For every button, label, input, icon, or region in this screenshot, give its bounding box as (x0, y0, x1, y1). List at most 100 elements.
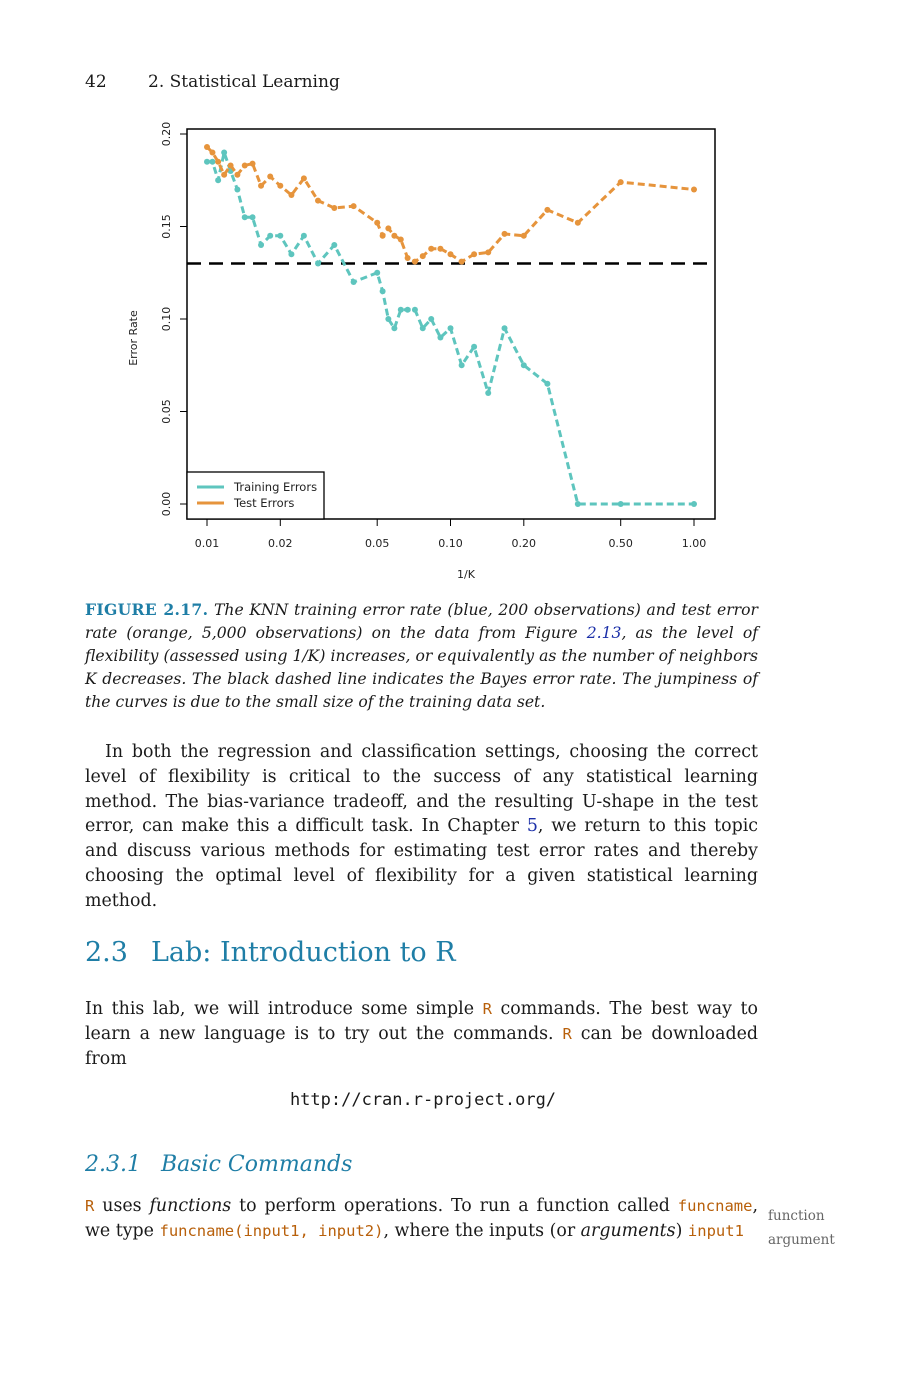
training-errors-point (331, 242, 338, 248)
paragraph-2-text-c: can be downloaded from (85, 1023, 758, 1069)
paragraph-1-end: , we return to this topic and discuss va… (85, 816, 758, 911)
subsection-number: 2.3.1 (85, 1152, 141, 1177)
test-errors-point (227, 162, 234, 169)
test-errors-point (258, 182, 265, 189)
test-errors-point (391, 232, 398, 239)
training-errors-point (419, 325, 426, 332)
body-paragraph-3: R uses functions to perform operations. … (85, 1194, 758, 1244)
caption-text-1: The KNN training error rate (blue, 200 o… (85, 601, 758, 642)
test-errors-point (397, 236, 404, 243)
test-errors-point (300, 175, 307, 182)
training-errors-point (471, 343, 478, 350)
training-errors-point (411, 306, 418, 313)
chapter-ref-link[interactable]: 5 (526, 816, 538, 837)
training-errors-point (520, 362, 527, 369)
paragraph-3-text-b: to perform operations. To run a function… (231, 1196, 678, 1216)
section-number: 2.3 (85, 937, 128, 968)
subsection-title: Basic Commands (161, 1152, 353, 1177)
test-errors-point (288, 192, 295, 199)
paragraph-3-text-a: uses (94, 1196, 150, 1216)
cran-url[interactable]: http://cran.r-project.org/ (289, 1090, 557, 1110)
page-number: 42 (85, 72, 107, 92)
training-errors-point (350, 279, 357, 285)
figure-label: FIGURE 2.17. (85, 600, 209, 619)
emphasis-arguments: arguments (580, 1220, 676, 1241)
caption-text-2: , as the level of flexibility (assessed … (85, 624, 758, 711)
test-errors-point (485, 249, 492, 256)
y-tick-label: 0.00 (160, 492, 173, 517)
section-title: Lab: Introduction to R (151, 937, 456, 968)
training-errors-point (447, 325, 454, 332)
training-errors-point (221, 149, 228, 156)
training-errors-point (691, 501, 697, 507)
subsection-heading: 2.3.1 Basic Commands (85, 1152, 352, 1177)
training-errors-point (209, 158, 216, 165)
paragraph-2-text-b: commands. The best way to learn a new la… (85, 999, 758, 1044)
test-errors-point (419, 253, 426, 260)
code-input1: input1 (687, 1221, 744, 1240)
figure-ref-link[interactable]: 2.13 (586, 624, 622, 642)
test-errors-point (447, 251, 454, 258)
margin-note-argument: argument (768, 1232, 835, 1248)
test-errors-point (385, 225, 392, 232)
training-errors-point (428, 316, 435, 322)
test-errors-point (315, 197, 322, 204)
test-errors-point (544, 206, 551, 213)
training-errors-point (277, 232, 284, 239)
training-errors-point (485, 390, 492, 396)
test-errors-point (574, 219, 581, 226)
paragraph-3-text-c: , we type (85, 1196, 758, 1241)
test-errors-point (379, 232, 386, 239)
test-errors-point (277, 182, 284, 189)
code-r-2: R (562, 1024, 572, 1043)
paragraph-3-text-e: ) (675, 1220, 688, 1241)
legend-box (186, 471, 325, 520)
code-funcname: funcname (677, 1197, 753, 1215)
test-errors-point (241, 162, 248, 169)
x-tick-label: 0.05 (365, 537, 390, 550)
training-errors-point (234, 186, 241, 193)
test-errors-point (501, 230, 508, 237)
code-r-3: R (85, 1197, 95, 1215)
test-errors-point (204, 143, 210, 150)
test-errors-point (350, 203, 357, 210)
test-errors-point (249, 160, 256, 167)
test-errors-point (215, 158, 222, 165)
test-errors-point (411, 258, 418, 265)
training-errors-point (288, 251, 295, 258)
y-tick-label: 0.20 (160, 122, 173, 147)
training-errors-point (300, 232, 307, 239)
test-errors-point (331, 205, 338, 211)
paragraph-2-text-a: In this lab, we will introduce some simp… (85, 999, 483, 1019)
x-axis-label: 1/K (457, 568, 476, 581)
training-errors-point (544, 380, 551, 387)
code-funcname-call: funcname(input1, input2) (159, 1221, 384, 1240)
body-paragraph-1: In both the regression and classificatio… (85, 740, 758, 914)
training-errors-legend-label: Training Errors (233, 480, 317, 494)
training-errors-point (437, 334, 444, 341)
test-errors-point (458, 258, 465, 265)
test-errors-point (428, 245, 435, 252)
training-errors-point (267, 232, 274, 239)
y-tick-label: 0.10 (160, 307, 173, 332)
training-errors-point (391, 325, 398, 332)
training-errors-point (385, 316, 392, 322)
knn-error-chart: 0.01 0.02 0.05 0.10 0.20 0.50 1.00 0.00 0.05 0.10… (127, 122, 716, 581)
y-tick-label: 0.15 (160, 214, 173, 239)
x-tick-label: 1.00 (682, 537, 707, 550)
test-errors-point (520, 232, 527, 239)
x-tick-label: 0.02 (268, 537, 293, 550)
training-errors-point (204, 158, 210, 165)
test-errors-point (471, 251, 478, 258)
plot-frame (186, 128, 716, 520)
test-errors-point (691, 186, 697, 193)
test-errors-point (267, 173, 274, 180)
x-tick-label: 0.50 (608, 537, 633, 550)
x-tick-label: 0.01 (195, 537, 220, 550)
training-errors-point (258, 242, 265, 248)
section-heading: 2.3 Lab: Introduction to R (85, 937, 456, 968)
page-header: 42 2. Statistical Learning (85, 72, 340, 92)
paragraph-3-text-d: , where the inputs (or (383, 1220, 581, 1241)
training-errors-point (315, 260, 322, 267)
paragraph-1-text: In both the regression and classificatio… (85, 742, 758, 837)
